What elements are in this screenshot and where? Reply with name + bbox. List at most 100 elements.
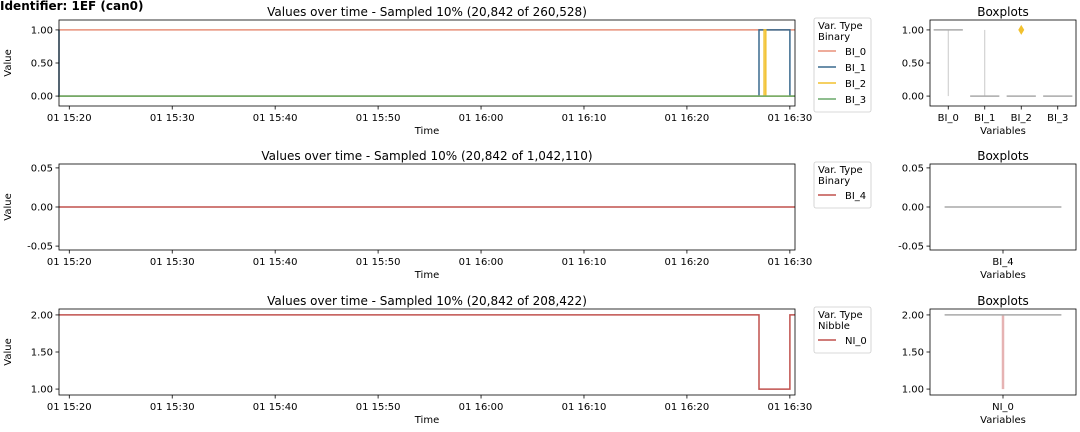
- y-tick-label: 0.05: [31, 163, 53, 174]
- legend-title: Var. Type: [818, 310, 863, 321]
- x-tick-label: 01 15:40: [253, 402, 298, 413]
- chart-title: Values over time - Sampled 10% (20,842 o…: [261, 149, 592, 163]
- boxplot-chart: Boxplots 1.00 1.50 2.00 NI_0 Variables: [902, 294, 1077, 426]
- chart-panels: Values over time - Sampled 10% (20,842 o…: [3, 5, 1077, 426]
- line-chart: Values over time - Sampled 10% (20,842 o…: [3, 149, 812, 281]
- boxplot-x-axis-label: Variables: [980, 270, 1026, 281]
- x-tick-label: 01 16:30: [767, 402, 812, 413]
- x-tick-label: 01 15:50: [356, 257, 401, 268]
- plot-frame: [58, 19, 796, 107]
- boxplot-x-tick-label: BI_0: [938, 113, 959, 124]
- legend-label-BI_3: BI_3: [845, 95, 866, 106]
- x-tick-label: 01 15:20: [47, 402, 92, 413]
- boxplot-y-tick-label: 0.05: [902, 163, 924, 174]
- x-tick-label: 01 16:00: [459, 113, 504, 124]
- x-tick-label: 01 16:30: [767, 257, 812, 268]
- legend-title: Var. Type: [818, 21, 863, 32]
- y-tick-label: 0.00: [31, 92, 53, 103]
- y-tick-label: 1.00: [31, 385, 53, 396]
- y-tick-label: 0.00: [31, 203, 53, 214]
- x-tick-label: 01 15:20: [47, 257, 92, 268]
- boxplot-chart: Boxplots 0.00 0.50 1.00 BI_0 BI_1 BI_2 BI_3 Vari…: [902, 5, 1077, 137]
- chart-row-3: Values over time - Sampled 10% (20,842 o…: [3, 294, 1077, 426]
- y-tick-label: 2.00: [31, 310, 53, 321]
- line-chart: Values over time - Sampled 10% (20,842 o…: [3, 5, 812, 137]
- y-axis-label: Value: [3, 338, 14, 365]
- x-tick-label: 01 16:10: [562, 257, 607, 268]
- boxplot-x-tick-label: NI_0: [992, 402, 1014, 413]
- series-line-BI_2: [59, 29, 795, 97]
- boxplot-x-tick-label: BI_3: [1047, 113, 1068, 124]
- x-tick-label: 01 16:20: [665, 113, 710, 124]
- boxplot-y-tick-label: 1.50: [902, 348, 924, 359]
- boxplot-y-tick-label: 1.00: [902, 25, 924, 36]
- y-axis-label: Value: [3, 193, 14, 220]
- x-tick-label: 01 15:40: [253, 113, 298, 124]
- boxplot-x-tick-label: BI_2: [1011, 113, 1032, 124]
- legend-label-BI_2: BI_2: [845, 79, 866, 90]
- boxplot-x-axis-label: Variables: [980, 415, 1026, 426]
- x-tick-label: 01 15:30: [150, 257, 195, 268]
- series-line-BI_1: [58, 29, 795, 97]
- legend-box: [813, 306, 872, 354]
- boxplot-y-tick-label: -0.05: [898, 242, 924, 253]
- boxplot-frame: [929, 19, 1077, 107]
- legend-label-BI_0: BI_0: [845, 47, 866, 58]
- legend-subtitle: Nibble: [818, 321, 850, 332]
- boxplot-y-tick-label: 0.00: [902, 92, 924, 103]
- boxplot-x-tick-label: BI_4: [992, 257, 1013, 268]
- y-tick-label: 1.00: [31, 25, 53, 36]
- legend-box: [813, 17, 872, 113]
- x-tick-label: 01 16:10: [562, 113, 607, 124]
- x-tick-label: 01 15:50: [356, 113, 401, 124]
- y-tick-label: 1.50: [31, 348, 53, 359]
- x-tick-label: 01 16:20: [665, 402, 710, 413]
- legend-label-NI_0: NI_0: [845, 336, 867, 347]
- boxplot-outlier: [1018, 24, 1025, 35]
- legend-subtitle: Binary: [818, 176, 850, 187]
- y-tick-label: -0.05: [27, 242, 53, 253]
- boxplot-chart: Boxplots -0.05 0.00 0.05 BI_4 Variables: [898, 149, 1077, 281]
- boxplot-y-tick-label: 0.50: [902, 59, 924, 70]
- boxplot-x-axis-label: Variables: [980, 126, 1026, 137]
- x-axis-label: Time: [414, 126, 439, 137]
- plot-frame: [58, 308, 796, 396]
- chart-title: Values over time - Sampled 10% (20,842 o…: [267, 5, 587, 19]
- figure-title: Identifier: 1EF (can0): [0, 0, 144, 13]
- x-axis-label: Time: [414, 270, 439, 281]
- x-tick-label: 01 16:00: [459, 257, 504, 268]
- boxplot-title: Boxplots: [977, 149, 1029, 163]
- x-tick-label: 01 16:30: [767, 113, 812, 124]
- x-tick-label: 01 16:10: [562, 402, 607, 413]
- line-chart: Values over time - Sampled 10% (20,842 o…: [3, 294, 812, 426]
- boxplot-y-tick-label: 2.00: [902, 310, 924, 321]
- x-tick-label: 01 15:40: [253, 257, 298, 268]
- y-tick-label: 0.50: [31, 59, 53, 70]
- chart-row-1: Values over time - Sampled 10% (20,842 o…: [3, 5, 1077, 137]
- chart-row-2: Values over time - Sampled 10% (20,842 o…: [3, 149, 1077, 281]
- chart-title: Values over time - Sampled 10% (20,842 o…: [267, 294, 587, 308]
- x-tick-label: 01 15:20: [47, 113, 92, 124]
- series-line-NI_0: [59, 314, 795, 390]
- legend-subtitle: Binary: [818, 32, 850, 43]
- legend-label-BI_4: BI_4: [845, 191, 866, 202]
- y-axis-label: Value: [3, 49, 14, 76]
- x-tick-label: 01 16:00: [459, 402, 504, 413]
- legend-label-BI_1: BI_1: [845, 63, 866, 74]
- boxplot-y-tick-label: 1.00: [902, 385, 924, 396]
- legend-box: [813, 161, 872, 209]
- boxplot-title: Boxplots: [977, 5, 1029, 19]
- x-tick-label: 01 15:30: [150, 402, 195, 413]
- x-axis-label: Time: [414, 415, 439, 426]
- boxplot-title: Boxplots: [977, 294, 1029, 308]
- legend-title: Var. Type: [818, 165, 863, 176]
- x-tick-label: 01 15:50: [356, 402, 401, 413]
- boxplot-x-tick-label: BI_1: [974, 113, 995, 124]
- x-tick-label: 01 15:30: [150, 113, 195, 124]
- boxplot-y-tick-label: 0.00: [902, 203, 924, 214]
- x-tick-label: 01 16:20: [665, 257, 710, 268]
